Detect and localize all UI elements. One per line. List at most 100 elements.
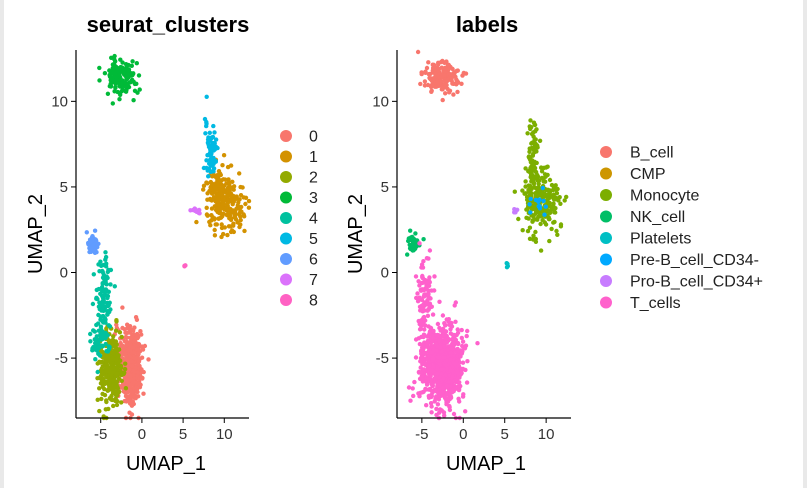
data-point bbox=[111, 403, 116, 409]
series-T_cells bbox=[406, 241, 480, 421]
data-point bbox=[430, 381, 435, 387]
data-point bbox=[213, 137, 219, 142]
data-point bbox=[212, 227, 217, 233]
data-point bbox=[532, 122, 537, 128]
legend-label: Platelets bbox=[630, 231, 691, 248]
data-point bbox=[543, 222, 549, 227]
data-point bbox=[97, 408, 102, 414]
data-point bbox=[420, 265, 426, 270]
data-point bbox=[90, 301, 96, 307]
data-point bbox=[430, 339, 435, 344]
data-point bbox=[97, 78, 102, 83]
data-point bbox=[235, 203, 240, 208]
data-point bbox=[426, 60, 431, 65]
data-point bbox=[124, 339, 129, 344]
data-point bbox=[228, 191, 234, 196]
data-point bbox=[123, 89, 128, 94]
data-point bbox=[110, 101, 116, 106]
data-point bbox=[92, 228, 98, 233]
data-point bbox=[128, 373, 133, 379]
data-point bbox=[96, 304, 102, 309]
data-point bbox=[424, 382, 430, 387]
data-point bbox=[133, 356, 138, 362]
data-point bbox=[94, 296, 99, 301]
legend-label: 5 bbox=[309, 231, 318, 248]
data-point bbox=[420, 273, 425, 279]
data-point bbox=[224, 194, 229, 199]
legend-label: 7 bbox=[309, 272, 318, 289]
data-point bbox=[127, 401, 133, 406]
data-point bbox=[116, 69, 121, 74]
data-point bbox=[537, 204, 542, 209]
data-point bbox=[435, 67, 441, 73]
data-point bbox=[535, 217, 540, 222]
data-point bbox=[241, 212, 246, 217]
data-point bbox=[103, 330, 108, 336]
data-point bbox=[92, 337, 98, 342]
data-point bbox=[429, 89, 434, 95]
data-point bbox=[228, 163, 234, 168]
data-point bbox=[453, 319, 458, 324]
data-point bbox=[194, 219, 199, 225]
data-point bbox=[529, 145, 534, 151]
data-point bbox=[221, 202, 226, 207]
data-point bbox=[88, 331, 93, 337]
data-point bbox=[432, 288, 437, 293]
data-point bbox=[448, 384, 453, 389]
data-point bbox=[524, 215, 529, 220]
data-point bbox=[421, 315, 426, 320]
data-point bbox=[106, 323, 112, 328]
data-point bbox=[116, 361, 121, 366]
data-point bbox=[539, 169, 545, 174]
data-point bbox=[442, 321, 447, 326]
data-point bbox=[455, 330, 461, 335]
legend-item: T_cells bbox=[600, 295, 681, 312]
data-point bbox=[554, 228, 559, 234]
data-point bbox=[183, 263, 188, 268]
data-point bbox=[458, 372, 463, 378]
data-point bbox=[437, 355, 442, 360]
data-point bbox=[216, 196, 221, 201]
data-point bbox=[437, 338, 442, 343]
data-point bbox=[464, 333, 469, 339]
data-point bbox=[134, 81, 139, 87]
data-point bbox=[120, 60, 125, 65]
data-point bbox=[243, 201, 248, 207]
data-point bbox=[127, 388, 133, 393]
data-point bbox=[411, 393, 416, 399]
data-point bbox=[204, 205, 209, 210]
data-point bbox=[549, 226, 554, 232]
data-point bbox=[430, 390, 435, 395]
data-point bbox=[100, 288, 105, 294]
data-point bbox=[413, 231, 418, 236]
data-point bbox=[551, 201, 556, 206]
data-point bbox=[116, 347, 121, 353]
data-point bbox=[448, 368, 453, 373]
data-point bbox=[427, 386, 433, 392]
data-point bbox=[427, 367, 432, 372]
data-point bbox=[229, 228, 235, 233]
data-point bbox=[110, 62, 116, 67]
data-point bbox=[124, 65, 129, 70]
data-point bbox=[88, 339, 93, 344]
data-point bbox=[475, 341, 480, 346]
data-point bbox=[526, 187, 531, 193]
data-point bbox=[112, 53, 117, 59]
data-point bbox=[424, 293, 429, 298]
data-point bbox=[539, 165, 544, 170]
data-point bbox=[214, 183, 220, 188]
data-point bbox=[423, 69, 428, 74]
legend-label: 4 bbox=[309, 211, 318, 228]
legend-swatch bbox=[600, 189, 612, 201]
data-point bbox=[99, 263, 104, 268]
data-point bbox=[553, 183, 558, 188]
legend-item: Monocyte bbox=[600, 188, 699, 205]
data-point bbox=[527, 169, 532, 175]
data-point bbox=[113, 85, 118, 91]
data-point bbox=[528, 196, 533, 202]
data-point bbox=[100, 336, 106, 342]
data-point bbox=[520, 228, 525, 233]
data-point bbox=[461, 70, 466, 76]
data-point bbox=[444, 340, 449, 345]
data-point bbox=[129, 63, 134, 68]
